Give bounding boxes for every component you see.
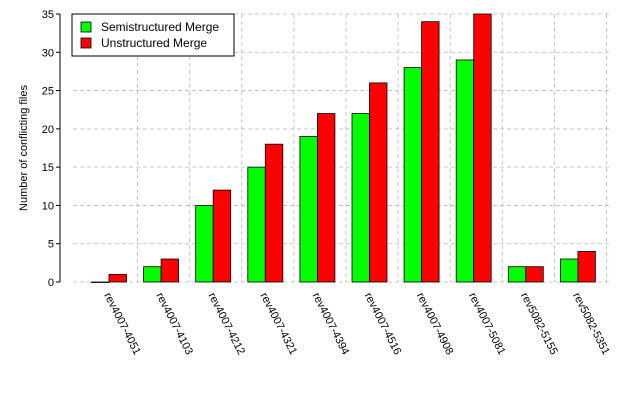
x-tick-label: rev4007-4516 <box>362 291 404 357</box>
bar-unstructured <box>369 82 388 283</box>
legend-label: Unstructured Merge <box>101 36 207 50</box>
y-tick-label: 10 <box>42 200 54 212</box>
y-tick-label: 0 <box>48 277 54 289</box>
bar-semistructured <box>455 59 475 283</box>
x-tick-label: rev4007-4321 <box>258 291 300 357</box>
bar-unstructured <box>316 113 336 283</box>
legend-swatch <box>80 21 92 33</box>
x-tick-label: rev4007-4212 <box>206 291 248 357</box>
bar-semistructured <box>403 67 423 283</box>
bar-semistructured <box>247 166 266 283</box>
bar-unstructured <box>212 189 232 283</box>
x-tick-label: rev4007-4908 <box>414 291 456 357</box>
legend-swatch <box>80 37 92 49</box>
bar-semistructured <box>351 113 370 283</box>
bar-unstructured <box>160 258 180 283</box>
x-tick-label: rev4007-5081 <box>466 291 508 357</box>
y-tick-label: 30 <box>42 47 54 59</box>
grid <box>73 13 610 283</box>
bar-unstructured <box>264 143 284 283</box>
x-axis: rev4007-4051 rev4007-4103 rev4007-4212 rev4… <box>101 291 611 357</box>
x-tick-label: rev4007-4394 <box>310 291 352 357</box>
legend: Semistructured Merge Unstructured Merge <box>71 13 235 57</box>
y-axis: 0 5 10 15 20 25 30 35 <box>42 9 61 289</box>
bar-semistructured <box>195 205 214 283</box>
bar-semistructured <box>143 266 162 283</box>
y-axis-label: Number of conflicting files <box>18 85 30 211</box>
bar-unstructured <box>577 250 596 283</box>
x-tick-label: rev5082-5155 <box>518 291 560 357</box>
bar-unstructured <box>421 21 440 283</box>
y-tick-label: 20 <box>42 124 54 136</box>
bar-unstructured <box>473 13 492 283</box>
bar-semistructured <box>91 281 110 283</box>
x-tick-label: rev4007-4103 <box>153 291 195 357</box>
legend-label: Semistructured Merge <box>101 20 219 34</box>
bars <box>91 13 596 283</box>
x-tick-label: rev5082-5351 <box>570 291 612 357</box>
y-tick-label: 25 <box>42 86 54 98</box>
bar-semistructured <box>560 258 579 283</box>
bar-unstructured <box>108 273 127 283</box>
y-tick-label: 15 <box>42 162 54 174</box>
legend-box <box>71 13 235 57</box>
x-tick-label: rev4007-4051 <box>101 291 143 357</box>
bar-unstructured <box>525 266 544 283</box>
bar-semistructured <box>507 266 527 283</box>
y-tick-label: 5 <box>48 239 54 251</box>
y-tick-label: 35 <box>42 9 54 21</box>
bar-semistructured <box>299 136 318 283</box>
